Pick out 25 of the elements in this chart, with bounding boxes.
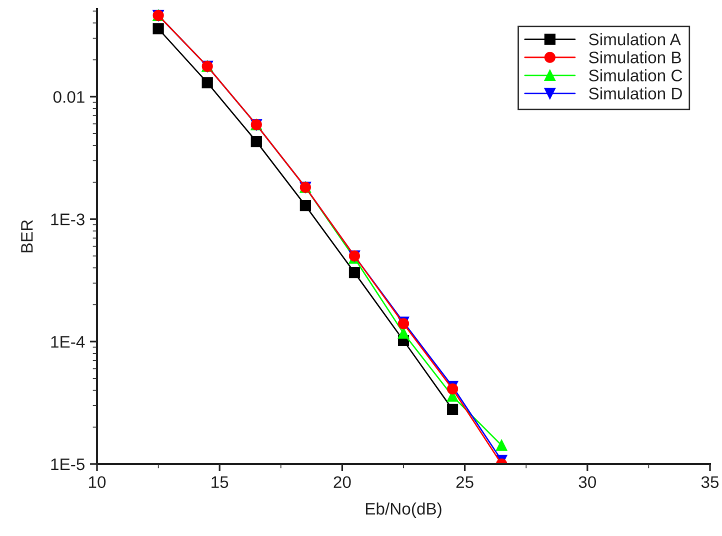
point <box>446 383 458 395</box>
x-tick-label: 25 <box>456 476 474 488</box>
point <box>398 328 410 339</box>
legend-label: Simulation D <box>589 87 682 100</box>
x-tick-label: 20 <box>334 476 351 488</box>
point <box>152 23 164 34</box>
y-axis-title: BER <box>21 220 33 252</box>
point <box>496 440 508 451</box>
x-tick-label: 10 <box>89 476 106 488</box>
legend-label: Simulation B <box>589 51 681 64</box>
y-tick-label: 1E-5 <box>51 458 84 470</box>
y-tick-label: 1E-3 <box>51 214 84 226</box>
x-tick-label: 30 <box>578 476 596 488</box>
point <box>446 404 458 415</box>
point <box>202 77 213 88</box>
x-tick-label: 15 <box>212 476 228 488</box>
x-tick-label: 35 <box>701 476 719 488</box>
point <box>300 200 311 212</box>
legend-label: Simulation A <box>589 33 681 46</box>
y-tick-label: 0.01 <box>53 91 84 103</box>
y-tick-label: 1E-4 <box>51 336 85 348</box>
point <box>348 267 360 278</box>
x-axis-title: Eb/No(dB) <box>366 502 442 518</box>
point <box>250 136 262 148</box>
legend-label: Simulation C <box>589 69 682 82</box>
